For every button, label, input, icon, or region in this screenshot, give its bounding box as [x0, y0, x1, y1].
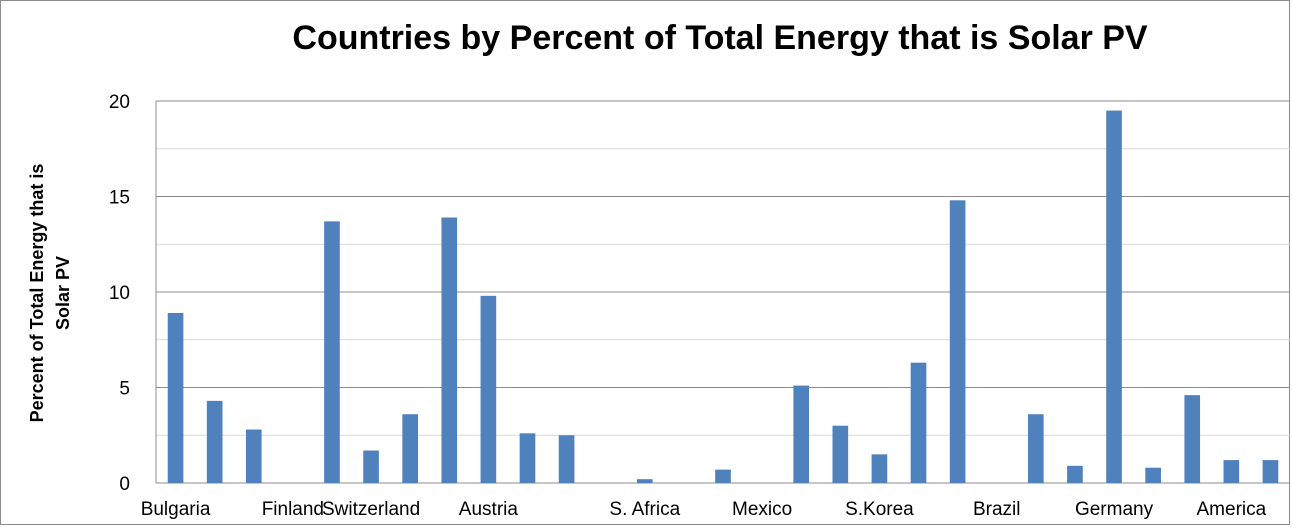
bar	[363, 450, 379, 483]
bar	[402, 414, 418, 483]
bar	[636, 479, 653, 483]
y-axis-label-line-2: Solar PV	[53, 256, 73, 330]
chart-title: Countries by Percent of Total Energy tha…	[292, 19, 1148, 57]
bar	[1145, 467, 1161, 483]
bar	[480, 295, 497, 483]
y-tick-label: 0	[119, 474, 130, 495]
x-tick-label: S.Korea	[845, 499, 914, 520]
y-axis-ticks: 0 5 10 15 20	[109, 92, 130, 495]
bar	[1028, 414, 1044, 483]
bar	[1184, 395, 1201, 483]
x-tick-label: Finland	[262, 499, 324, 520]
bar	[324, 221, 340, 483]
x-tick-label: Mexico	[732, 499, 792, 520]
bar	[871, 454, 888, 483]
y-tick-label: 10	[109, 283, 130, 304]
bar	[1067, 465, 1083, 483]
x-tick-label: America	[1197, 499, 1267, 520]
bar	[910, 362, 927, 483]
bar	[245, 429, 262, 483]
bar-series	[167, 110, 1279, 484]
bar	[1223, 460, 1240, 483]
bar	[832, 425, 849, 483]
bar	[793, 385, 810, 483]
y-tick-label: 15	[109, 188, 130, 209]
bar	[441, 217, 458, 483]
x-tick-label: Bulgaria	[141, 499, 211, 520]
y-axis-label-line-1: Percent of Total Energy that is	[27, 164, 47, 423]
x-tick-label: Brazil	[973, 499, 1021, 520]
bar	[1262, 460, 1279, 483]
bar	[206, 400, 223, 483]
y-tick-label: 5	[119, 379, 130, 400]
y-tick-label: 20	[109, 92, 130, 113]
bar	[715, 469, 731, 483]
bar	[949, 200, 966, 483]
x-tick-label: Switzerland	[322, 499, 420, 520]
x-tick-label: Austria	[459, 499, 519, 520]
gridlines	[155, 100, 1290, 484]
bar	[167, 313, 184, 483]
bar	[558, 435, 575, 483]
x-tick-label: S. Africa	[609, 499, 680, 520]
bar	[1106, 110, 1122, 484]
x-tick-label: Germany	[1075, 499, 1154, 520]
bar	[519, 433, 536, 483]
